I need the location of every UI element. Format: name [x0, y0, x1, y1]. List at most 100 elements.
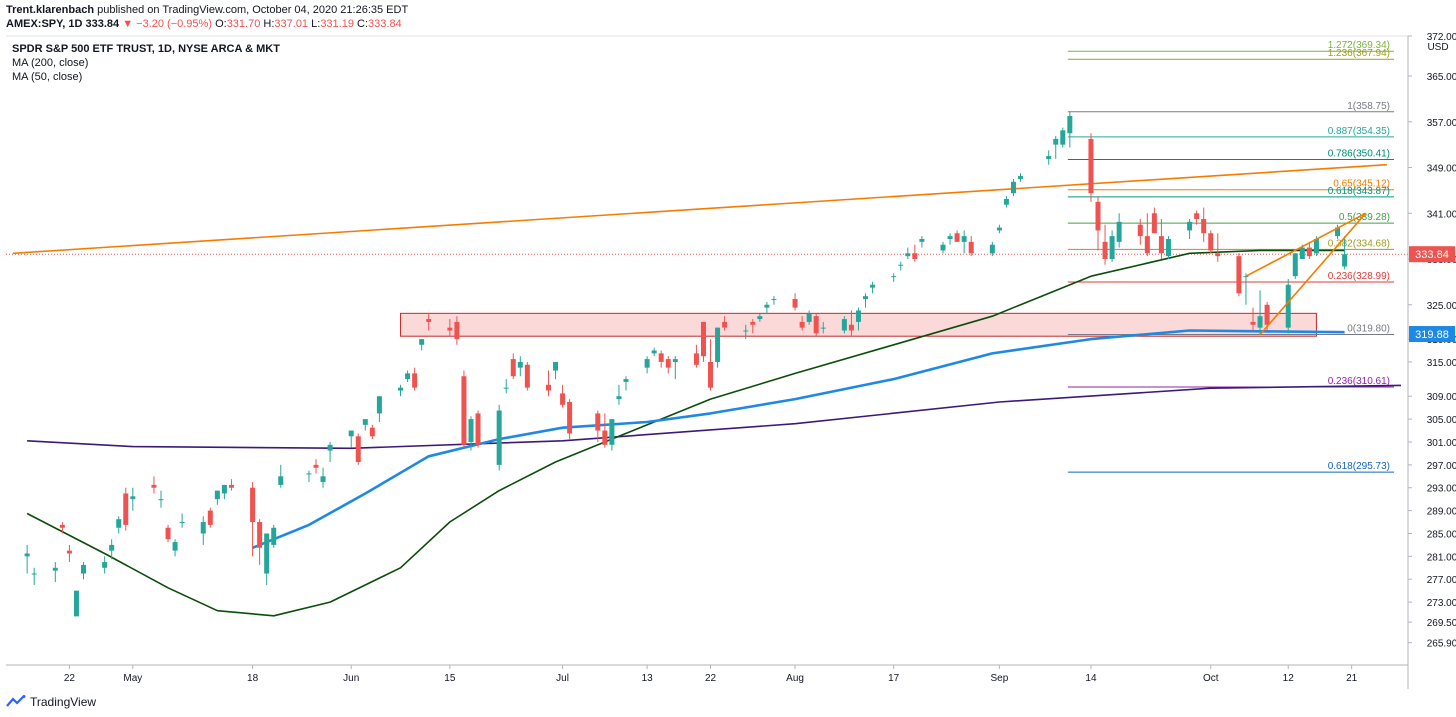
y-tick-label: 305.00 [1427, 415, 1456, 426]
candle [1165, 236, 1171, 260]
candle [1194, 210, 1200, 225]
candle-body [66, 550, 72, 554]
candle-body [947, 236, 953, 239]
candle-body [553, 361, 559, 371]
candle-body [426, 319, 432, 322]
candle [1109, 230, 1115, 262]
candle [130, 487, 136, 511]
candle-body [1109, 236, 1115, 260]
candle [362, 419, 368, 431]
candle-body [1067, 116, 1073, 134]
candle-body [891, 276, 897, 278]
candle [813, 313, 819, 337]
candle [1060, 127, 1066, 148]
candle-body [792, 299, 798, 308]
candle [1067, 111, 1073, 148]
legend-ma50[interactable]: MA (50, close) [12, 71, 83, 83]
candle [306, 470, 312, 483]
candle-body [905, 253, 911, 257]
candle [313, 459, 319, 474]
candle [545, 370, 551, 397]
candle [863, 293, 869, 308]
candle-body [595, 413, 601, 431]
y-tick-label: 277.00 [1427, 575, 1456, 586]
fib-level-label: 0.5(339.28) [1339, 212, 1390, 223]
candle [799, 316, 805, 331]
author-name[interactable]: Trent.klarenbach [6, 4, 95, 16]
y-tick-label: 269.50 [1427, 618, 1456, 629]
candle [947, 233, 953, 245]
candle-body [1151, 213, 1157, 234]
y-tick-label: 349.00 [1427, 164, 1456, 175]
high-value: 337.01 [274, 18, 309, 30]
candle [855, 307, 861, 331]
candle-body [475, 413, 481, 445]
price-tag-bg [1409, 246, 1455, 263]
x-tick-label: 14 [1085, 673, 1097, 684]
candle-body [1243, 276, 1249, 278]
candle [1285, 279, 1291, 334]
legend-ma200[interactable]: MA (200, close) [12, 57, 89, 69]
candle [672, 356, 678, 380]
candle [1335, 224, 1341, 239]
candle-body [348, 430, 354, 437]
candle-body [405, 373, 411, 380]
candle [1257, 290, 1263, 335]
candle-body [200, 522, 206, 534]
candle [1243, 273, 1249, 305]
symbol-label: AMEX:SPY, 1D [6, 18, 83, 30]
candle [870, 281, 876, 294]
price-tag-bg [1409, 326, 1455, 343]
candle [405, 370, 411, 382]
candle [989, 241, 995, 257]
candle [996, 224, 1002, 234]
candle-body [545, 384, 551, 391]
candle [1053, 136, 1059, 159]
candle-body [102, 562, 108, 568]
candle [200, 516, 206, 545]
candle [792, 293, 798, 311]
candle-body [24, 553, 30, 557]
candle [207, 507, 213, 528]
candle-body [968, 241, 974, 254]
x-tick-label: 18 [247, 673, 259, 684]
x-tick-label: 22 [64, 673, 76, 684]
candle-body [172, 542, 178, 551]
candle [172, 539, 178, 557]
candle-body [461, 376, 467, 445]
candle [1306, 241, 1312, 260]
candle-body [806, 313, 812, 322]
candle [700, 321, 706, 362]
branding-text: TradingView [30, 695, 97, 709]
candle-body [743, 330, 749, 332]
close-value: 333.84 [368, 18, 402, 30]
candle [1137, 218, 1143, 245]
candle-body [52, 567, 58, 571]
low-value: 331.19 [320, 18, 354, 30]
candle-body [820, 327, 826, 329]
candle [24, 544, 30, 574]
candle-body [158, 499, 164, 501]
candle [66, 544, 72, 563]
candle [1095, 196, 1101, 251]
candle-body [848, 324, 854, 331]
candle-body [179, 522, 185, 524]
wedge-upper-line [1245, 212, 1367, 277]
candle [475, 410, 481, 448]
candle [764, 301, 770, 314]
candle-body [644, 359, 650, 368]
candle [553, 361, 559, 380]
branding[interactable]: TradingView [6, 695, 96, 709]
y-tick-label: 297.00 [1427, 461, 1456, 472]
price-chart[interactable]: 265.90 269.50 273.00 277.00 281.00 285.00 289.… [0, 0, 1456, 695]
candle-body [708, 361, 714, 388]
candle [658, 350, 664, 368]
candle [214, 490, 220, 505]
chart-legend: SPDR S&P 500 ETF TRUST, 1D, NYSE ARCA & … [12, 42, 280, 84]
candle [123, 487, 129, 531]
candle [1236, 253, 1242, 297]
candle [355, 433, 361, 465]
candle [419, 339, 425, 351]
candle-body [996, 227, 1002, 231]
legend-title[interactable]: SPDR S&P 500 ETF TRUST, 1D, NYSE ARCA & … [12, 43, 280, 55]
